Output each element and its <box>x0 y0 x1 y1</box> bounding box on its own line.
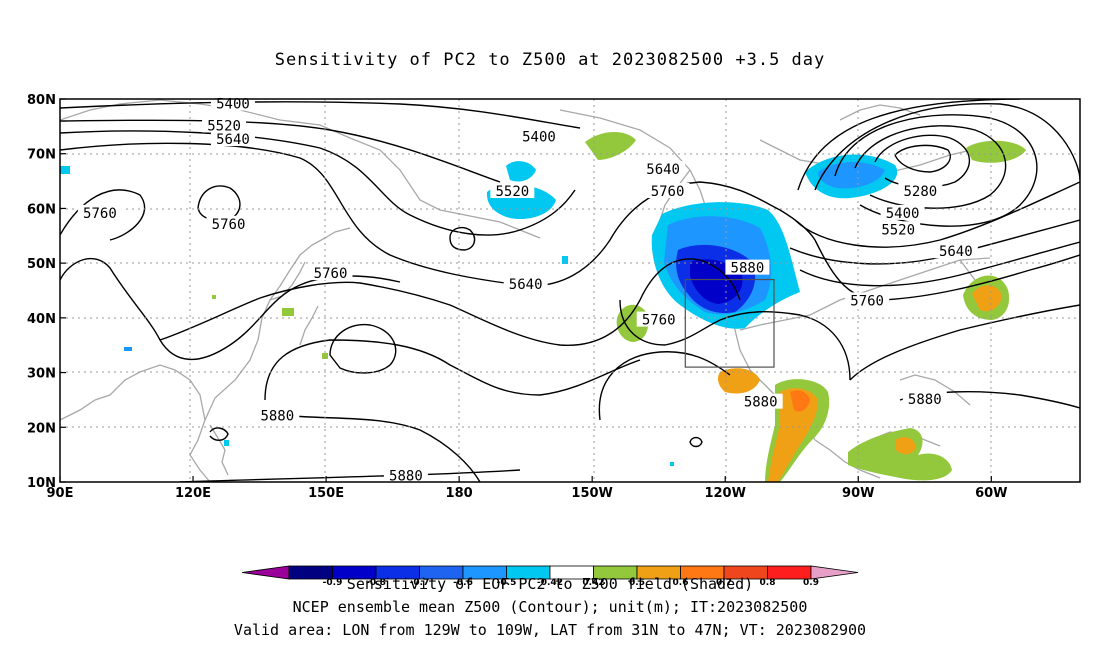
x-tick-label: 150W <box>571 486 612 501</box>
contour-label-bg <box>880 204 925 220</box>
footer-line-valid-area: Valid area: LON from 129W to 109W, LAT f… <box>233 621 867 639</box>
colorbar-tick-label: 0.5 <box>629 578 645 588</box>
colorbar: -0.9 -0.8 -0.7 -0.6 -0.5 -0.42 0.42 0.5 0.6 0.7 0.… <box>241 565 859 588</box>
y-tick-label: 30N <box>27 367 56 382</box>
contour-label-bg <box>210 131 255 147</box>
z500-contours <box>60 99 1080 482</box>
contour-label-bg <box>645 183 690 199</box>
contour-label: 5760 <box>651 184 685 200</box>
contour-label-bg <box>902 390 947 406</box>
colorbar-tick-label: -0.7 <box>410 578 430 588</box>
y-tick-label: 10N <box>27 476 56 491</box>
contour-label: 5880 <box>731 261 765 277</box>
contour-label-bg <box>738 393 783 409</box>
contour-label-bg <box>308 265 353 281</box>
colorbar-tick-label: 0.6 <box>673 578 689 588</box>
contour-label-bg <box>933 243 978 259</box>
y-tick-label: 80N <box>27 93 56 108</box>
colorbar-tick-label: 0.7 <box>716 578 732 588</box>
footer-line-contour: NCEP ensemble mean Z500 (Contour); unit(… <box>292 598 808 616</box>
contour-label-bg <box>503 276 548 292</box>
x-tick-label: 90E <box>47 486 74 501</box>
y-tick-label: 60N <box>27 202 56 217</box>
contour-label: 5880 <box>744 395 778 411</box>
contour-label: 5880 <box>389 469 423 485</box>
contour-label: 5760 <box>83 206 117 222</box>
contour-label: 5400 <box>522 129 556 145</box>
contour-label-bg <box>845 292 890 308</box>
y-tick-label: 40N <box>27 312 56 327</box>
contour-label-bg <box>725 259 770 275</box>
contour-label: 5760 <box>642 313 676 329</box>
contour-label: 5400 <box>886 206 920 222</box>
colorbar-tick-label: 0.8 <box>760 578 776 588</box>
colorbar-tick-label: -0.6 <box>453 578 473 588</box>
contour-label-bg <box>876 221 921 237</box>
contour-label-bg <box>898 183 943 199</box>
colorbar-tick-label: -0.5 <box>497 578 517 588</box>
contour-label: 5640 <box>216 132 250 148</box>
contour-label: 5280 <box>903 184 937 200</box>
colorbar-tick-label: -0.8 <box>366 578 386 588</box>
contour-label: 5520 <box>881 222 915 238</box>
colorbar-tick-label: -0.9 <box>323 578 343 588</box>
contour-label: 5760 <box>212 217 246 233</box>
contour-label: 5880 <box>260 408 294 424</box>
x-tick-label: 120W <box>704 486 745 501</box>
x-tick-label: 120E <box>175 486 211 501</box>
plot-frame <box>59 98 1081 483</box>
contour-label-bg <box>516 128 561 144</box>
contour-label: 5760 <box>850 293 884 309</box>
sensitivity-shading <box>60 131 1026 482</box>
colorbar-tick-label: -0.42 <box>537 578 563 588</box>
contour-label-bg <box>255 407 300 423</box>
contour-label: 5880 <box>908 392 942 408</box>
contour-label-bg <box>202 117 247 133</box>
contour-label-bg <box>383 467 428 483</box>
contour-label: 5520 <box>495 184 529 200</box>
valid-area-box <box>684 278 775 368</box>
contour-label: 5640 <box>939 244 973 260</box>
y-tick-label: 20N <box>27 421 56 436</box>
x-tick-label: 150E <box>308 486 344 501</box>
contour-label-bg <box>636 311 681 327</box>
x-axis: 90E 120E 150E 180 150W 120W 90W 60W <box>47 476 1008 501</box>
contour-label-bg <box>641 161 686 177</box>
contour-label-bg <box>490 183 535 199</box>
contour-label: 5400 <box>216 96 250 112</box>
contour-label-bg <box>206 215 251 231</box>
colorbar-tick-label: 0.9 <box>803 578 819 588</box>
colorbar-max-arrow <box>810 565 859 580</box>
contour-label-bg <box>77 204 122 220</box>
x-tick-label: 90W <box>842 486 874 501</box>
plot-title: Sensitivity of PC2 to Z500 at 2023082500… <box>274 50 826 70</box>
y-axis: 80N 70N 60N 50N 40N 30N 20N 10N <box>27 93 66 491</box>
graticule <box>60 99 1080 482</box>
contour-label: 5520 <box>207 118 241 134</box>
x-tick-label: 60W <box>975 486 1007 501</box>
colorbar-tick-label: 0.42 <box>582 578 604 588</box>
contour-label: 5760 <box>314 266 348 282</box>
x-tick-label: 180 <box>446 486 473 501</box>
contour-label: 5640 <box>646 162 680 178</box>
y-tick-label: 70N <box>27 148 56 163</box>
footer-line-shaded: Sensitivity of EOF PC2 to Z500 field (Sh… <box>346 575 754 593</box>
contour-label: 5640 <box>509 277 543 293</box>
y-tick-label: 50N <box>27 257 56 272</box>
